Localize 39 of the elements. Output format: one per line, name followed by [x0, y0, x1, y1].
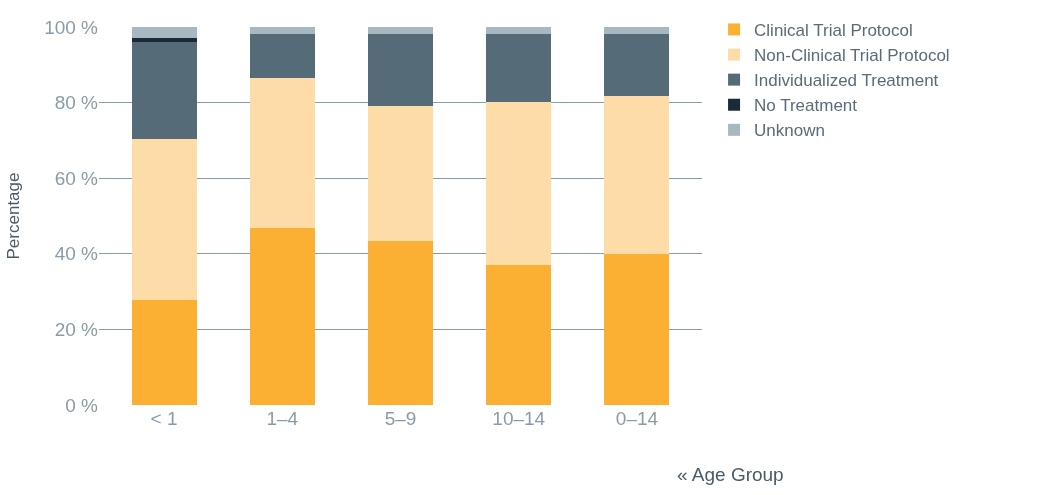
- x-tick-label: 1–4: [266, 408, 299, 429]
- bar: [131, 42, 197, 140]
- x-tick-label: 0–14: [615, 408, 659, 429]
- y-tick-label: 100 %: [44, 16, 99, 38]
- x-tick-label: 5–9: [384, 408, 417, 429]
- y-tick-label: 20 %: [54, 319, 99, 341]
- bar: [486, 33, 552, 102]
- x-tick-label: < 1: [150, 408, 178, 429]
- legend-label: Individualized Treatment: [754, 71, 939, 91]
- bar: [131, 38, 197, 43]
- x-axis-title: « Age Group: [677, 464, 784, 485]
- bar: [249, 228, 315, 405]
- y-tick-label: 40 %: [54, 243, 99, 265]
- bar: [249, 33, 315, 79]
- bar: [367, 106, 434, 241]
- y-tick-label: 80 %: [54, 92, 99, 114]
- y-tick-label: 0 %: [65, 394, 99, 416]
- bar: [131, 27, 197, 39]
- bar: [249, 27, 315, 34]
- y-tick-label: 60 %: [54, 167, 99, 189]
- bar: [604, 254, 670, 405]
- x-tick-label: 10–14: [492, 408, 546, 429]
- bar: [249, 78, 315, 229]
- bar: [604, 95, 670, 255]
- legend-label: No Treatment: [754, 96, 858, 116]
- bar: [131, 300, 197, 405]
- legend-label: Clinical Trial Protocol: [754, 21, 913, 41]
- bar: [604, 27, 670, 34]
- legend-label: Non-Clinical Trial Protocol: [754, 46, 950, 66]
- y-axis-title: Percentage: [3, 172, 23, 260]
- bar: [604, 33, 670, 96]
- bar: [486, 27, 552, 34]
- bar: [486, 264, 552, 405]
- bar: [486, 101, 552, 265]
- bar: [367, 27, 434, 34]
- bar: [367, 240, 434, 405]
- bar: [131, 139, 197, 301]
- legend-label: Unknown: [754, 121, 825, 141]
- bar: [367, 33, 434, 107]
